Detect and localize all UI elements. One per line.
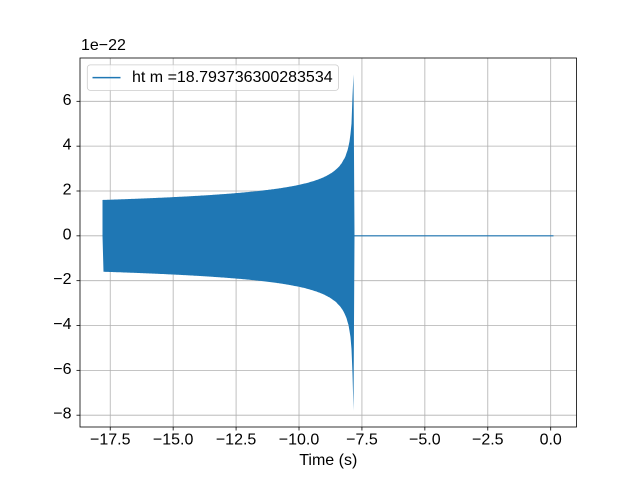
svg-text:−2: −2 <box>53 271 71 288</box>
svg-text:2: 2 <box>63 182 72 199</box>
svg-text:−8: −8 <box>53 406 71 423</box>
svg-text:−2.5: −2.5 <box>472 432 504 449</box>
svg-text:−17.5: −17.5 <box>90 432 131 449</box>
svg-text:−5.0: −5.0 <box>409 432 441 449</box>
svg-text:1e−22: 1e−22 <box>81 37 126 54</box>
svg-text:−15.0: −15.0 <box>153 432 194 449</box>
svg-text:0.0: 0.0 <box>540 432 562 449</box>
svg-text:ht m =18.793736300283534: ht m =18.793736300283534 <box>132 69 333 86</box>
svg-text:−6: −6 <box>53 361 71 378</box>
svg-text:−7.5: −7.5 <box>346 432 378 449</box>
svg-text:−12.5: −12.5 <box>216 432 257 449</box>
svg-text:−4: −4 <box>53 316 71 333</box>
svg-text:−10.0: −10.0 <box>279 432 320 449</box>
svg-text:0: 0 <box>63 226 72 243</box>
svg-text:6: 6 <box>63 92 72 109</box>
svg-text:Time (s): Time (s) <box>299 452 357 469</box>
svg-text:4: 4 <box>63 137 72 154</box>
